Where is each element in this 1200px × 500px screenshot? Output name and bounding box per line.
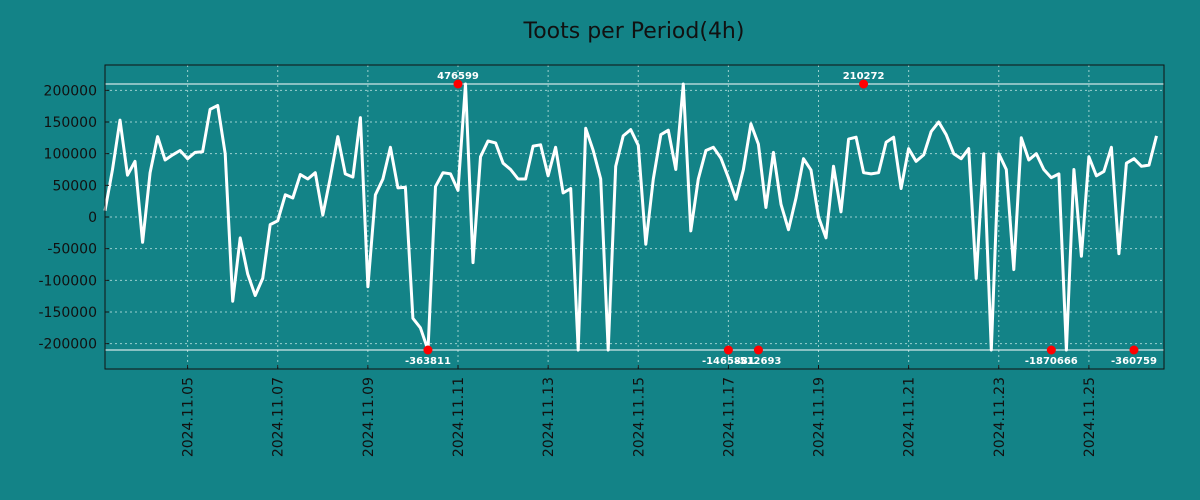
x-tick-label: 2024.11.23	[992, 377, 1008, 457]
x-tick-label: 2024.11.21	[902, 377, 918, 457]
x-tick-label: 2024.11.17	[721, 377, 737, 457]
x-axis: 2024.11.05 2024.11.07 2024.11.09 2024.11.11…	[181, 365, 1098, 457]
y-tick-label: 100000	[44, 147, 97, 163]
y-tick-label: -100000	[39, 273, 98, 289]
y-tick-label: -200000	[39, 337, 98, 353]
grid	[105, 65, 1164, 369]
chart: Toots per Period(4h) -363811476599-14658…	[0, 0, 1200, 500]
x-tick-label: 2024.11.25	[1082, 377, 1098, 457]
outlier-marker	[1129, 346, 1138, 355]
y-tick-label: -50000	[47, 242, 97, 258]
outlier-label: -360759	[1111, 356, 1157, 367]
y-tick-label: 150000	[44, 115, 97, 131]
x-tick-label: 2024.11.09	[361, 377, 377, 457]
x-tick-label: 2024.11.11	[451, 377, 467, 457]
outlier-marker	[724, 346, 733, 355]
annotations: -363811476599-1465881-512693210272-18706…	[405, 71, 1157, 367]
y-axis: -200000 -150000 -100000 -50000 0 50000 100000 1…	[39, 83, 110, 352]
outlier-marker	[754, 346, 763, 355]
chart-title: Toots per Period(4h)	[523, 19, 745, 44]
outlier-label: -1870666	[1025, 356, 1078, 367]
y-tick-label: 50000	[52, 178, 97, 194]
x-tick-label: 2024.11.19	[812, 377, 828, 457]
outlier-marker	[423, 346, 432, 355]
outlier-label: 210272	[843, 71, 885, 82]
x-tick-label: 2024.11.15	[631, 377, 647, 457]
y-tick-label: 0	[88, 210, 97, 226]
x-tick-label: 2024.11.05	[181, 377, 197, 457]
outlier-label: -512693	[735, 356, 781, 367]
outlier-label: -363811	[405, 356, 451, 367]
outlier-marker	[1047, 346, 1056, 355]
x-tick-label: 2024.11.13	[541, 377, 557, 457]
y-tick-label: 200000	[44, 83, 97, 99]
outlier-label: 476599	[437, 71, 479, 82]
y-tick-label: -150000	[39, 305, 98, 321]
x-tick-label: 2024.11.07	[271, 377, 287, 457]
